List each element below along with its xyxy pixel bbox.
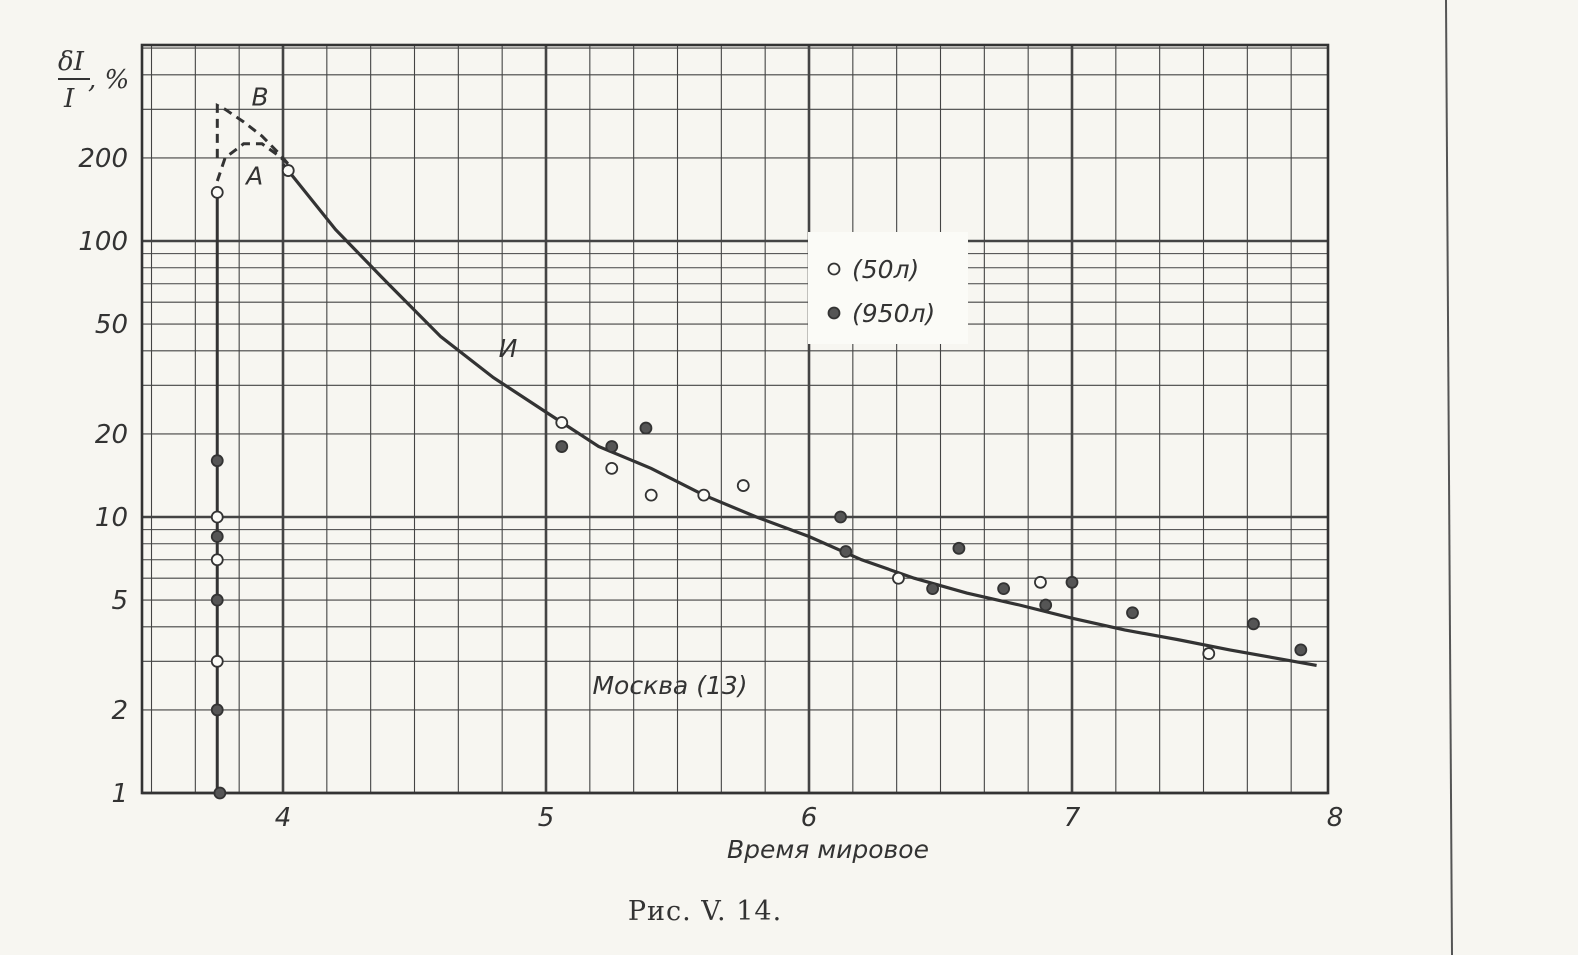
annotation-location: Москва (13)	[592, 671, 747, 700]
y-tick-label: 2	[111, 696, 128, 726]
point-filled	[926, 582, 940, 596]
point-filled	[1039, 598, 1053, 612]
grid-lines	[142, 45, 1328, 795]
point-filled	[210, 530, 224, 543]
point-open	[210, 553, 224, 567]
x-tick-label: 7	[1064, 803, 1081, 833]
curve-label-И: И	[499, 334, 518, 363]
point-open	[892, 571, 905, 585]
y-tick-label: 20	[95, 420, 128, 450]
point-open	[210, 510, 224, 524]
curve-label-A: A	[244, 162, 263, 191]
point-open	[210, 185, 224, 199]
legend-background	[808, 232, 968, 344]
y-tick-label: 5	[111, 586, 128, 616]
point-filled	[210, 703, 224, 717]
point-filled	[1126, 606, 1139, 620]
point-open	[555, 416, 569, 429]
curve-И	[281, 163, 1317, 667]
x-tick-label: 6	[801, 803, 818, 833]
x-axis-title: Время мировое	[727, 835, 929, 864]
curve-B	[215, 102, 290, 166]
y-tick-label: 1	[111, 779, 128, 809]
curves	[215, 102, 1317, 793]
legend-label: (950л)	[852, 299, 935, 328]
point-open	[210, 654, 224, 668]
x-tick-label: 4	[275, 803, 292, 833]
point-filled	[555, 440, 569, 453]
legend-marker	[827, 306, 841, 320]
point-open	[697, 488, 711, 502]
x-tick-label: 5	[538, 803, 555, 833]
labels: 1 2 5 10 20 50 100 200 4 5 6 7 8 Время мировое δI I , % И…	[58, 47, 1343, 927]
curve-label-B: B	[251, 82, 268, 111]
point-open	[1034, 575, 1047, 589]
point-filled	[1247, 617, 1260, 631]
point-filled	[605, 440, 619, 453]
point-filled	[834, 510, 847, 524]
point-filled	[839, 545, 853, 558]
y-axis-title-numerator: δI	[58, 47, 85, 77]
legend-marker	[827, 262, 841, 276]
y-tick-label: 100	[78, 227, 128, 257]
y-axis-title-unit: , %	[88, 65, 129, 95]
point-filled	[1294, 643, 1308, 657]
y-tick-label: 10	[95, 503, 128, 533]
point-filled	[952, 541, 966, 555]
point-open	[281, 164, 295, 177]
point-filled	[210, 454, 224, 468]
page-edge-line	[1445, 0, 1453, 955]
data-points	[210, 164, 1308, 800]
point-open	[736, 479, 750, 492]
y-axis-title-denominator: I	[63, 84, 75, 114]
point-filled	[997, 582, 1011, 596]
point-filled	[213, 786, 227, 800]
point-filled	[1065, 575, 1079, 589]
curve-A	[215, 142, 290, 182]
legend-label: (50л)	[852, 255, 919, 284]
point-filled	[210, 593, 224, 607]
point-open	[644, 488, 658, 502]
y-tick-label: 200	[78, 144, 128, 174]
point-filled	[639, 421, 653, 435]
legend: (50л) (950л)	[808, 232, 968, 344]
point-open	[605, 461, 619, 475]
x-tick-label: 8	[1327, 803, 1344, 833]
y-tick-label: 50	[95, 310, 128, 340]
plot-frame	[140, 43, 1330, 795]
point-open	[1202, 647, 1216, 660]
axes	[140, 43, 1330, 795]
figure-caption: Рис. V. 14.	[628, 896, 782, 927]
